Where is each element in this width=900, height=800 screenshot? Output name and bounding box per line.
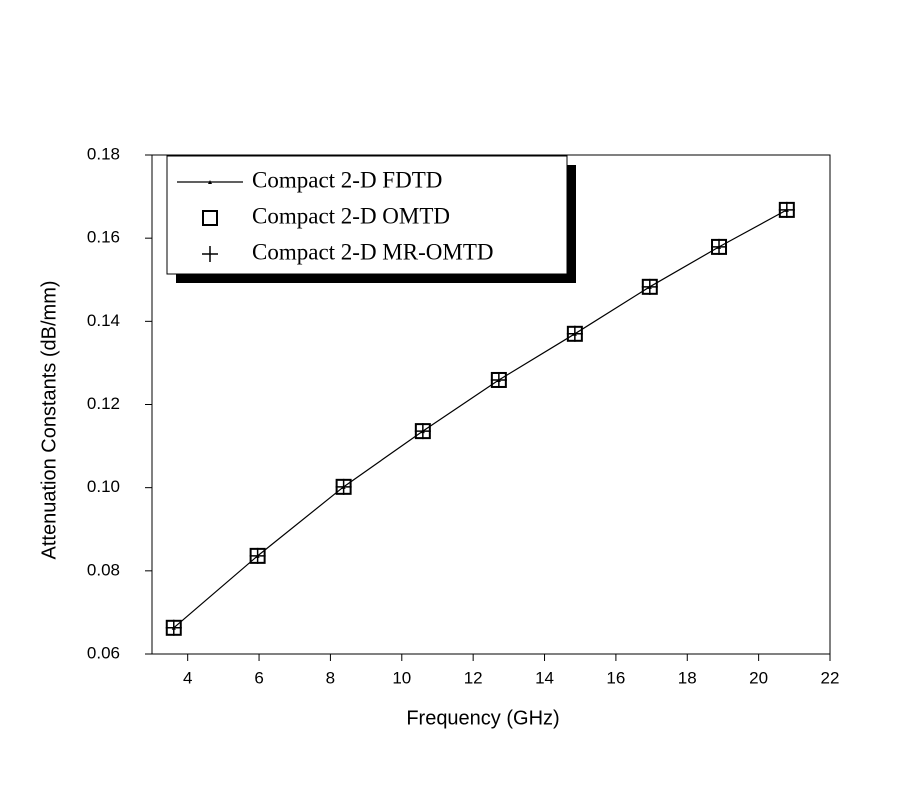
plus-marker bbox=[414, 423, 431, 440]
y-tick-label: 0.06 bbox=[87, 643, 120, 662]
y-tick-label: 0.16 bbox=[87, 228, 120, 247]
x-tick-label: 6 bbox=[254, 668, 263, 687]
x-tick-label: 16 bbox=[606, 668, 625, 687]
plus-marker bbox=[249, 547, 266, 564]
y-tick-label: 0.14 bbox=[87, 311, 120, 330]
plus-marker bbox=[711, 238, 728, 255]
legend-label: Compact 2-D FDTD bbox=[252, 167, 442, 192]
x-tick-label: 4 bbox=[183, 668, 192, 687]
x-tick-label: 20 bbox=[749, 668, 768, 687]
x-tick-label: 8 bbox=[326, 668, 335, 687]
y-tick-label: 0.18 bbox=[87, 144, 120, 163]
plus-marker bbox=[202, 246, 218, 262]
x-tick-label: 22 bbox=[821, 668, 840, 687]
y-tick-label: 0.10 bbox=[87, 477, 120, 496]
y-axis-label: Attenuation Constants (dB/mm) bbox=[38, 280, 60, 559]
plus-marker bbox=[778, 201, 795, 218]
x-tick-label: 12 bbox=[464, 668, 483, 687]
legend-label: Compact 2-D MR-OMTD bbox=[252, 239, 493, 264]
plus-marker bbox=[566, 325, 583, 342]
x-tick-label: 10 bbox=[392, 668, 411, 687]
plus-marker bbox=[490, 371, 507, 388]
plus-marker bbox=[641, 278, 658, 295]
y-tick-label: 0.08 bbox=[87, 560, 120, 579]
legend-box bbox=[166, 155, 568, 275]
x-tick-label: 14 bbox=[535, 668, 554, 687]
x-axis-label: Frequency (GHz) bbox=[406, 707, 559, 729]
x-tick-label: 18 bbox=[678, 668, 697, 687]
square-marker bbox=[202, 210, 218, 226]
plus-marker bbox=[335, 478, 352, 495]
plus-marker bbox=[165, 619, 182, 636]
triangle-marker bbox=[208, 180, 212, 184]
legend-label: Compact 2-D OMTD bbox=[252, 203, 450, 228]
y-tick-label: 0.12 bbox=[87, 394, 120, 413]
